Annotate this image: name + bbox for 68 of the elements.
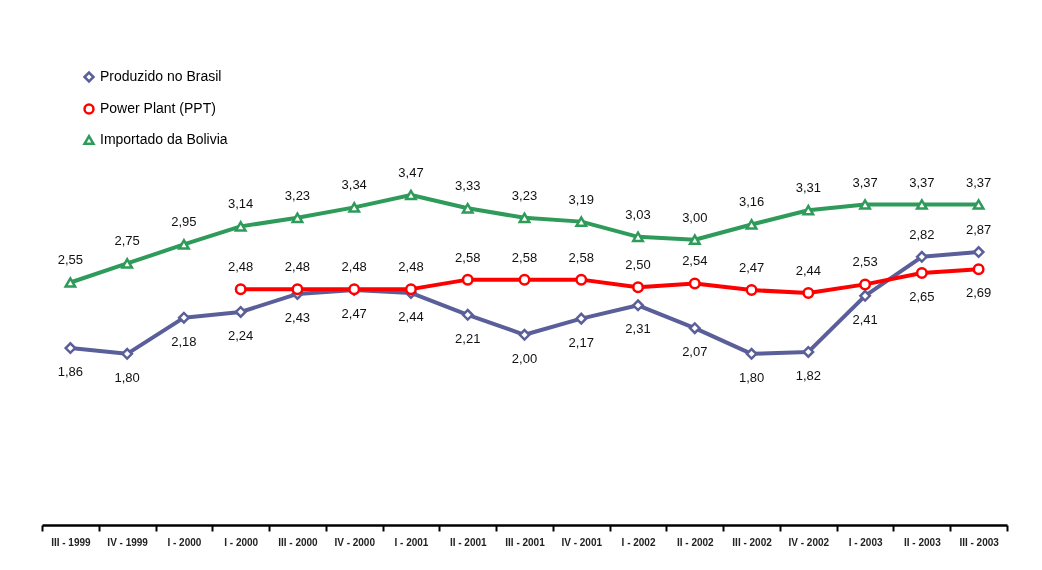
data-label: 3,34	[341, 177, 367, 193]
x-tick-label: IV - 2001	[561, 536, 603, 548]
data-label: 3,00	[682, 209, 708, 225]
data-label: 2,69	[965, 285, 992, 301]
x-tick-label: I - 2002	[621, 536, 656, 548]
x-tick-label: I - 2003	[848, 536, 883, 548]
data-label: 1,80	[114, 369, 140, 385]
data-label: 2,95	[171, 214, 197, 230]
data-label: 2,54	[682, 253, 708, 269]
x-tick-label: I - 2000	[167, 536, 202, 548]
x-tick-label: III - 2001	[505, 536, 546, 548]
data-label: 3,47	[398, 165, 424, 180]
data-label: 2,21	[455, 330, 481, 346]
x-tick-label: II - 2003	[904, 536, 942, 548]
legend-label: Power Plant (PPT)	[100, 100, 216, 116]
legend-label: Importado da Bolivia	[100, 131, 228, 147]
data-label: 3,37	[909, 174, 935, 190]
data-label: 2,48	[341, 259, 367, 275]
data-label: 2,75	[114, 233, 140, 249]
data-label: 2,24	[228, 327, 254, 343]
data-label: 2,44	[795, 262, 821, 278]
data-label: 2,31	[625, 321, 651, 337]
data-label: 2,55	[57, 252, 84, 268]
data-label: 3,37	[852, 174, 878, 190]
x-tick-label: III - 2003	[959, 536, 1000, 548]
x-tick-label: I - 2001	[394, 536, 429, 548]
data-label: 2,82	[909, 226, 935, 242]
x-tick-label: III - 2002	[732, 536, 773, 548]
data-label: 3,31	[795, 180, 821, 196]
data-label: 2,47	[341, 306, 367, 322]
data-label: 2,87	[965, 222, 992, 238]
x-tick-label: IV - 1999	[107, 536, 149, 548]
data-label: 2,48	[398, 259, 424, 275]
data-label: 2,58	[568, 249, 594, 265]
x-tick-label: II - 2001	[449, 536, 488, 548]
data-label: 2,48	[284, 259, 311, 275]
x-tick-label: III - 2000	[278, 536, 319, 548]
data-label: 2,50	[625, 257, 651, 273]
data-label: 1,80	[738, 369, 765, 385]
data-label: 3,14	[228, 196, 254, 212]
data-label: 3,16	[738, 194, 765, 210]
data-label: 1,86	[57, 364, 84, 380]
data-label: 2,53	[852, 254, 878, 270]
data-label: 2,58	[511, 249, 538, 265]
data-label: 1,82	[795, 367, 821, 383]
x-tick-label: III - 1999	[51, 536, 92, 548]
data-label: 2,17	[568, 334, 594, 350]
x-tick-label: IV - 2002	[788, 536, 830, 548]
data-label: 3,23	[284, 187, 311, 203]
data-label: 2,41	[852, 311, 878, 327]
data-label: 2,65	[909, 288, 935, 304]
data-label: 3,37	[965, 174, 992, 190]
data-label: 2,48	[228, 259, 254, 275]
data-label: 2,58	[455, 249, 481, 265]
x-tick-label: IV - 2000	[334, 536, 376, 548]
data-label: 3,19	[568, 191, 594, 207]
data-label: 2,44	[398, 308, 424, 324]
x-tick-label: II - 2002	[676, 536, 715, 548]
data-label: 3,33	[455, 178, 481, 194]
data-label: 2,18	[171, 333, 197, 349]
data-label: 2,43	[284, 309, 311, 325]
data-label: 3,23	[511, 187, 538, 203]
data-label: 3,03	[625, 206, 651, 222]
legend-label: Produzido no Brasil	[100, 68, 222, 84]
x-tick-label: I - 2000	[224, 536, 259, 548]
data-label: 2,07	[682, 344, 708, 360]
data-label: 2,47	[738, 260, 765, 276]
data-label: 2,00	[511, 350, 538, 366]
